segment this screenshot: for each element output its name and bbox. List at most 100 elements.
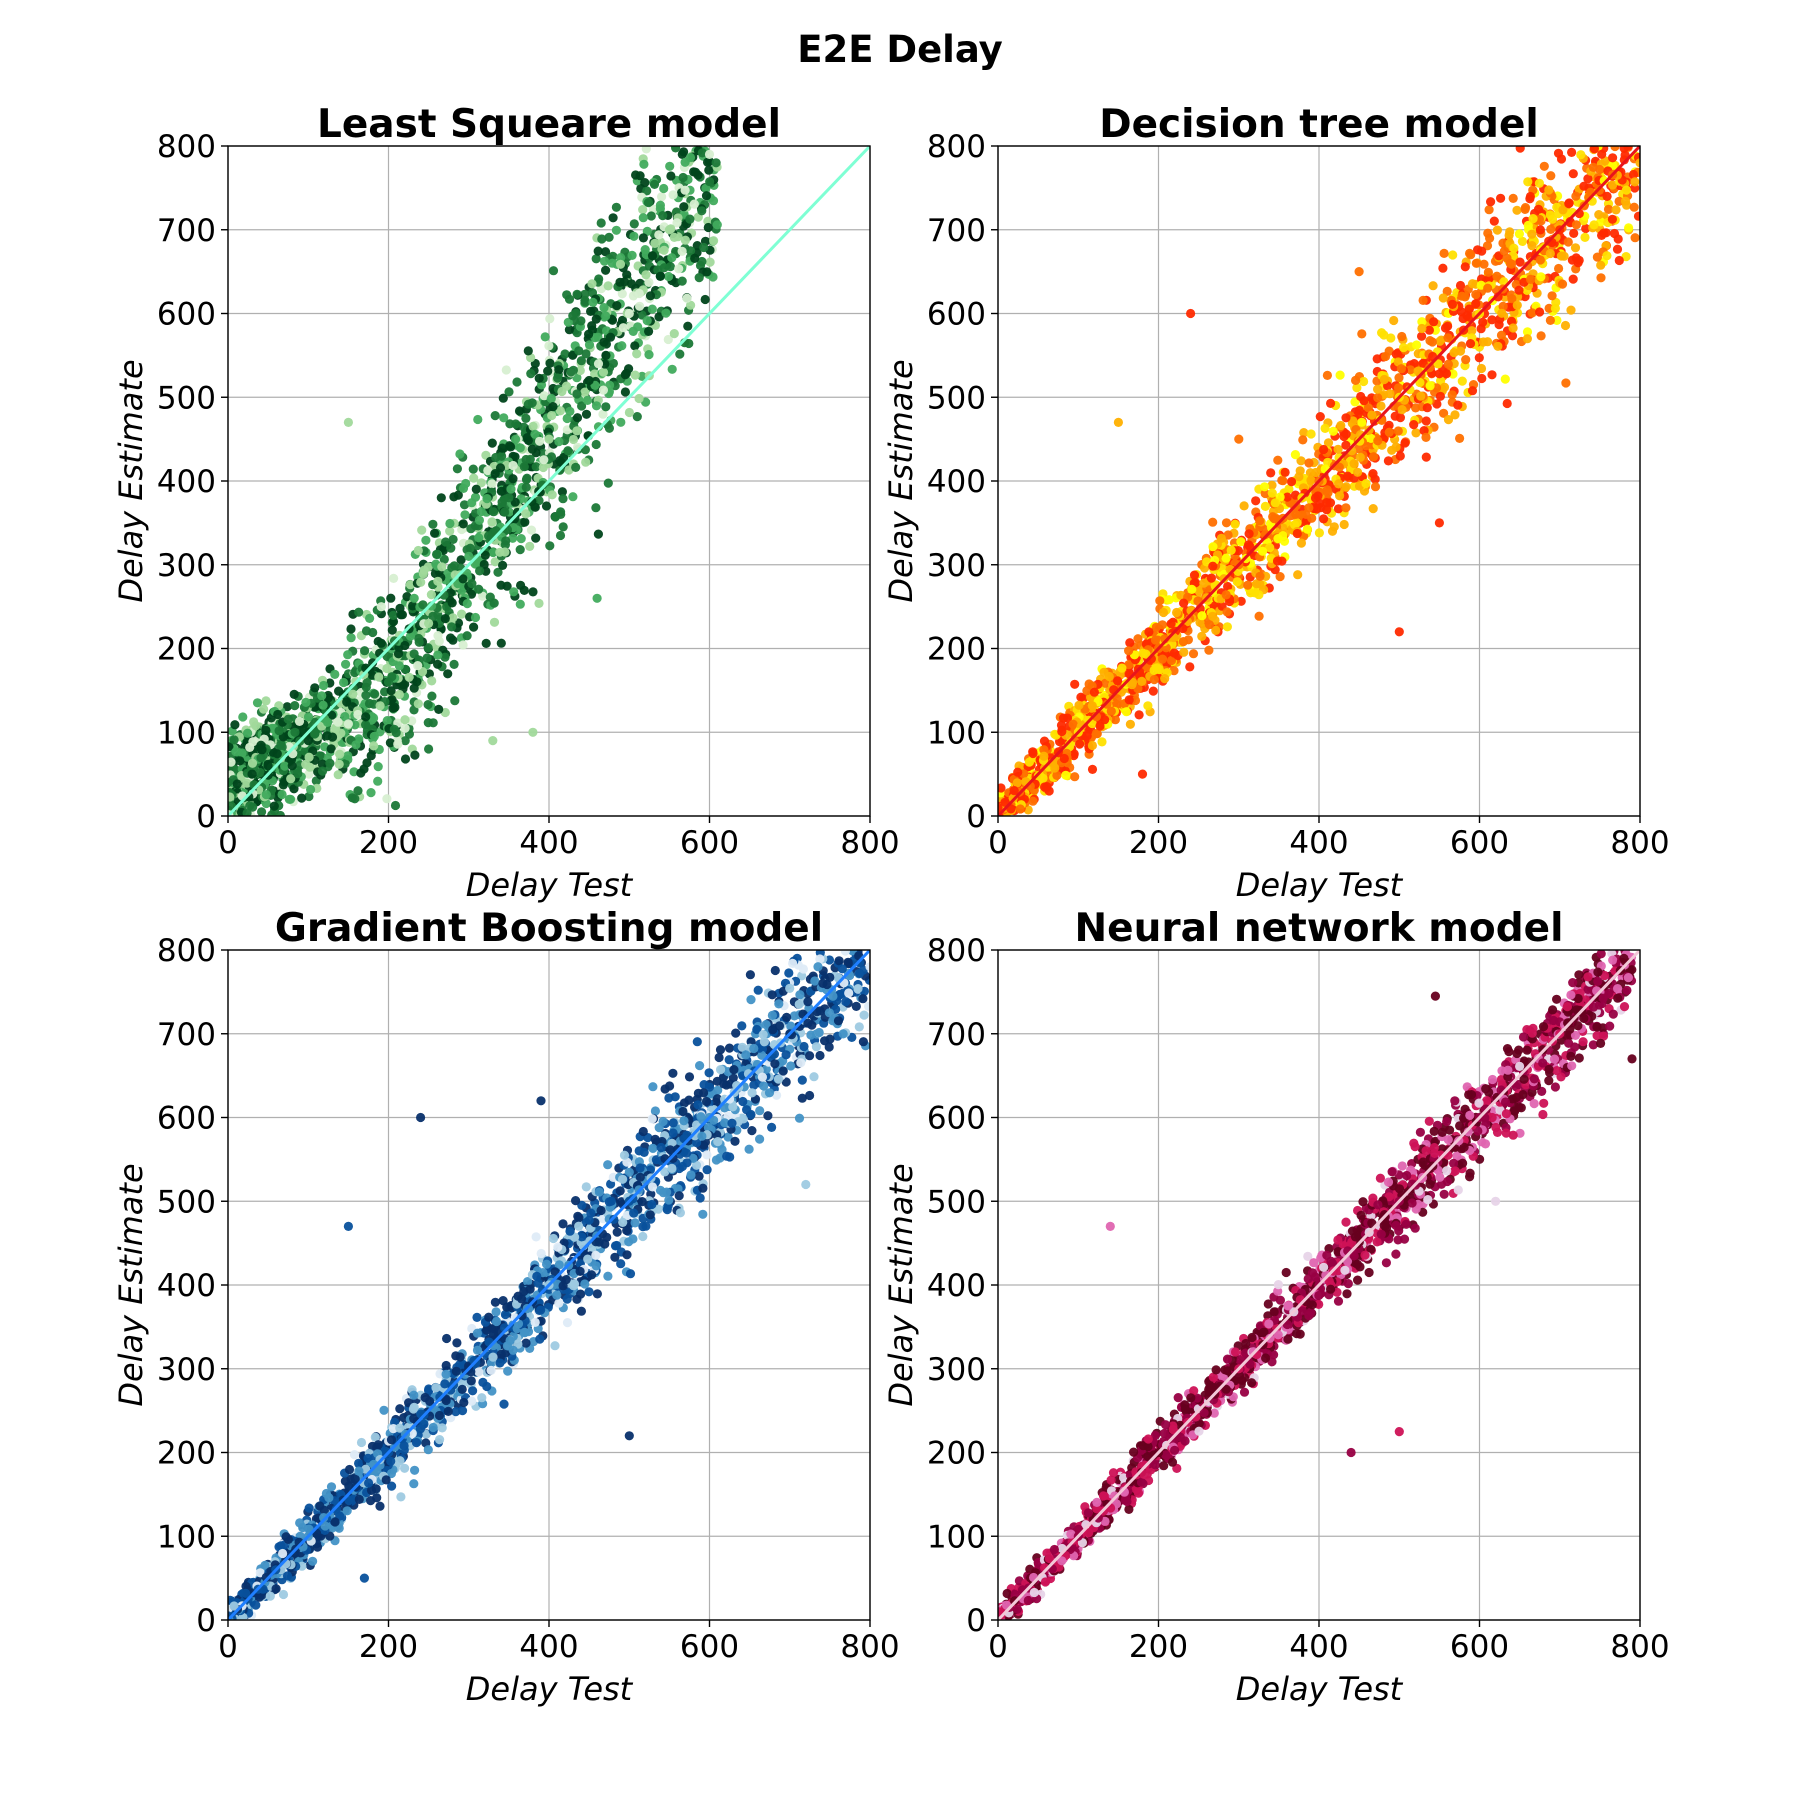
scatter-point bbox=[654, 312, 664, 322]
scatter-point bbox=[286, 774, 296, 784]
scatter-point bbox=[815, 1050, 825, 1061]
scatter-point bbox=[382, 716, 392, 726]
scatter-point bbox=[646, 211, 656, 221]
scatter-point bbox=[1424, 325, 1434, 335]
scatter-point bbox=[1569, 228, 1579, 238]
scatter-point bbox=[1284, 484, 1294, 494]
scatter-point bbox=[376, 638, 386, 648]
scatter-point bbox=[795, 990, 805, 1000]
scatter-point bbox=[511, 434, 521, 444]
scatter-point bbox=[393, 739, 403, 749]
scatter-point bbox=[711, 158, 721, 168]
scatter-point bbox=[488, 736, 498, 746]
scatter-point bbox=[797, 1093, 807, 1103]
scatter-point bbox=[1244, 529, 1254, 539]
scatter-point bbox=[1255, 571, 1265, 581]
scatter-point bbox=[628, 326, 638, 336]
scatter-point bbox=[584, 375, 594, 386]
scatter-point bbox=[354, 1458, 364, 1468]
scatter-point bbox=[1211, 625, 1221, 635]
scatter-point bbox=[301, 759, 311, 770]
scatter-point bbox=[690, 167, 701, 177]
scatter-point bbox=[1326, 398, 1336, 408]
scatter-point bbox=[334, 759, 344, 769]
scatter-point bbox=[400, 715, 410, 725]
scatter-point bbox=[424, 618, 434, 628]
scatter-point bbox=[1448, 250, 1458, 260]
scatter-point bbox=[449, 659, 459, 670]
scatter-point bbox=[1508, 323, 1518, 333]
scatter-point bbox=[581, 1182, 591, 1192]
scatter-point bbox=[1512, 205, 1522, 215]
scatter-point bbox=[439, 554, 449, 564]
scatter-point bbox=[1353, 467, 1363, 477]
scatter-point bbox=[445, 518, 455, 529]
scatter-point bbox=[531, 462, 541, 472]
scatter-point bbox=[559, 452, 569, 463]
scatter-point bbox=[231, 747, 241, 757]
scatter-point bbox=[1112, 694, 1122, 704]
scatter-point bbox=[1333, 444, 1343, 454]
scatter-point bbox=[1230, 519, 1240, 529]
scatter-point bbox=[354, 607, 364, 617]
x-axis-label: Delay Test bbox=[1236, 866, 1404, 904]
scatter-point bbox=[433, 659, 443, 669]
scatter-point bbox=[1447, 299, 1457, 309]
scatter-point bbox=[436, 493, 446, 503]
scatter-point bbox=[1391, 349, 1401, 359]
scatter-point bbox=[1124, 660, 1134, 670]
scatter-point bbox=[482, 494, 492, 504]
scatter-point bbox=[349, 1450, 360, 1460]
scatter-point bbox=[704, 165, 714, 175]
scatter-point bbox=[634, 1146, 644, 1156]
scatter-point bbox=[1434, 518, 1444, 528]
scatter-point bbox=[489, 617, 500, 627]
scatter-point bbox=[1251, 496, 1261, 506]
scatter-point bbox=[627, 250, 637, 260]
scatter-point bbox=[1121, 707, 1131, 717]
y-tick-label: 800 bbox=[157, 129, 216, 165]
scatter-point bbox=[671, 146, 681, 153]
scatter-point bbox=[535, 436, 545, 446]
scatter-point bbox=[1100, 678, 1110, 688]
scatter-point bbox=[1158, 607, 1169, 618]
scatter-point bbox=[369, 741, 379, 751]
scatter-point bbox=[449, 561, 459, 571]
scatter-point bbox=[557, 487, 567, 497]
scatter-point bbox=[1443, 321, 1453, 331]
scatter-point bbox=[703, 157, 713, 167]
scatter-point bbox=[1293, 570, 1303, 580]
scatter-point bbox=[624, 308, 634, 319]
scatter-point bbox=[238, 712, 248, 722]
scatter-point bbox=[404, 672, 414, 682]
scatter-point bbox=[694, 273, 704, 283]
scatter-point bbox=[608, 213, 618, 223]
chart-title: Decision tree model bbox=[1099, 102, 1539, 147]
scatter-point bbox=[382, 794, 392, 804]
scatter-point bbox=[1554, 263, 1564, 274]
scatter-point bbox=[642, 186, 652, 196]
y-tick-label: 400 bbox=[157, 464, 216, 500]
reference-line bbox=[998, 146, 1640, 816]
scatter-point bbox=[615, 259, 626, 269]
scatter-point bbox=[1325, 498, 1336, 508]
scatter-point bbox=[685, 214, 695, 224]
scatter-point bbox=[232, 779, 242, 789]
scatter-point bbox=[694, 1171, 704, 1181]
scatter-point bbox=[1560, 320, 1571, 331]
scatter-point bbox=[293, 769, 303, 779]
scatter-point bbox=[521, 509, 531, 519]
scatter-point bbox=[1236, 537, 1246, 547]
scatter-point bbox=[1204, 620, 1214, 630]
scatter-point bbox=[1377, 328, 1387, 338]
scatter-point bbox=[665, 161, 675, 171]
scatter-point bbox=[1397, 331, 1407, 342]
scatter-point bbox=[471, 484, 481, 494]
scatter-point bbox=[255, 767, 265, 778]
scatter-point bbox=[626, 279, 636, 289]
scatter-point bbox=[601, 265, 611, 275]
scatter-point bbox=[1563, 237, 1573, 247]
scatter-point bbox=[1244, 540, 1254, 550]
scatter-point bbox=[584, 1287, 594, 1297]
scatter-point bbox=[1058, 713, 1069, 723]
